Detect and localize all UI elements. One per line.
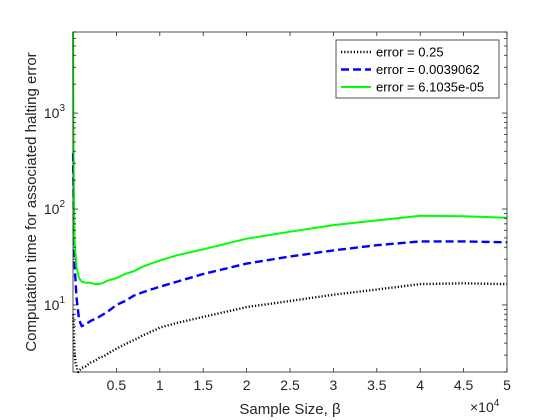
- y-tick-label: 102: [44, 199, 66, 217]
- series-line-3: [72, 31, 508, 286]
- x-tick-label: 2: [243, 377, 251, 393]
- x-axis: 0.5 1 1.5 2 2.5 3 3.5 4 4.5 5: [107, 32, 511, 393]
- x-tick-label: 5: [503, 377, 511, 393]
- y-tick-label: 103: [44, 103, 66, 121]
- legend-label-3: error = 6.1035e-05: [376, 80, 484, 95]
- series-line-2: [71, 153, 508, 328]
- legend-box: [335, 39, 500, 99]
- x-tick-label: 3: [330, 377, 338, 393]
- y-tick-label: 101: [44, 295, 66, 313]
- x-axis-label: Sample Size, β: [239, 401, 341, 418]
- legend-label-2: error = 0.0039062: [376, 62, 480, 77]
- legend-items: error = 0.25 error = 0.0039062 error = 6.1…: [341, 45, 484, 95]
- y-axis-label: Computation time for associated halting …: [23, 52, 40, 351]
- legend: error = 0.25 error = 0.0039062 error = 6.1…: [335, 39, 500, 99]
- x-tick-label: 4.5: [454, 377, 474, 393]
- x-tick-label: 2.5: [280, 377, 300, 393]
- x-tick-label: 0.5: [107, 377, 127, 393]
- x-tick-label: 4: [416, 377, 424, 393]
- legend-label-1: error = 0.25: [376, 45, 444, 60]
- x-scale-multiplier: ×104: [470, 398, 500, 415]
- y-axis: 101 102 103: [44, 31, 507, 373]
- x-tick-label: 3.5: [367, 377, 387, 393]
- x-tick-label: 1.5: [193, 377, 213, 393]
- x-tick-label: 1: [156, 377, 164, 393]
